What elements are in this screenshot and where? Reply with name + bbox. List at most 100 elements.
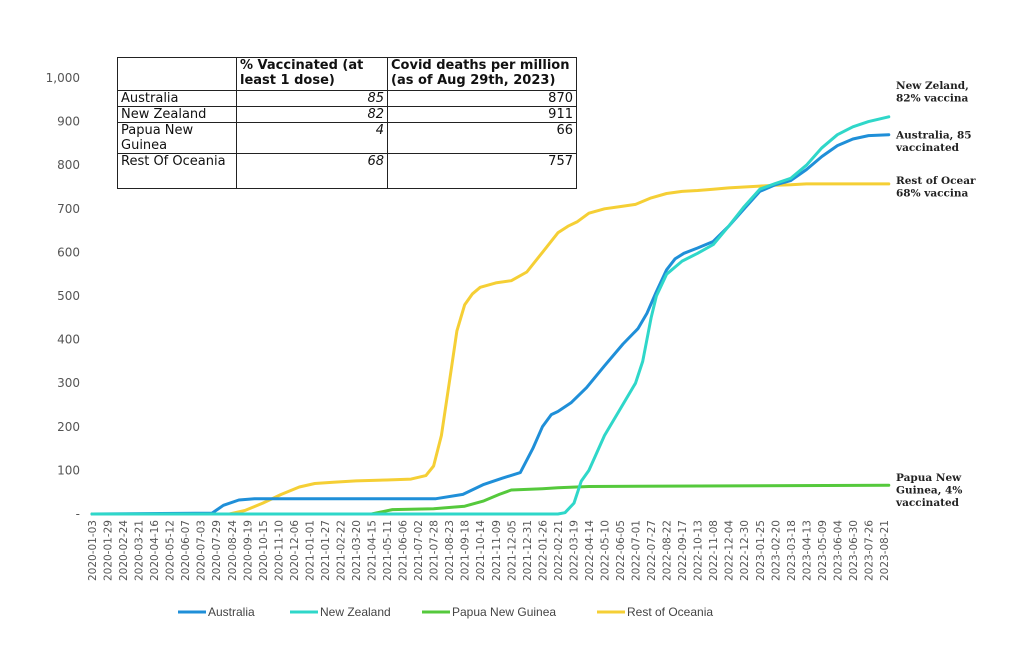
x-tick-label: 2021-08-23	[444, 520, 456, 581]
x-tick-label: 2022-10-13	[693, 520, 705, 581]
x-tick-label: 2020-06-07	[180, 520, 192, 581]
table-cell-deaths: 757	[387, 153, 577, 189]
end-label: Guinea, 4%	[896, 485, 962, 497]
table-header-row: % Vaccinated (at least 1 dose) Covid dea…	[117, 57, 577, 91]
legend-label: Papua New Guinea	[452, 605, 556, 619]
x-tick-label: 2021-10-14	[475, 520, 487, 581]
x-tick-label: 2020-07-29	[211, 520, 223, 581]
end-label: Rest of Ocear	[896, 175, 976, 187]
end-label: Papua New	[896, 472, 962, 484]
x-axis: 2020-01-03 2020-01-29 2020-02-24 2020-03-21…	[87, 520, 891, 581]
table-cell-vaccinated: 85	[236, 90, 388, 107]
table-cell-country: New Zealand	[117, 106, 237, 123]
table-header-cell: Covid deaths per million (as of Aug 29th…	[387, 57, 577, 91]
x-tick-label: 2023-04-13	[801, 520, 813, 581]
x-tick-label: 2022-12-04	[724, 520, 736, 581]
legend: Australia New Zealand Papua New Guinea Rest…	[178, 605, 713, 619]
y-tick-label: 600	[57, 245, 80, 259]
x-tick-label: 2021-12-05	[506, 520, 518, 581]
x-tick-label: 2023-08-21	[879, 520, 891, 581]
legend-label: Rest of Oceania	[627, 605, 713, 619]
x-tick-label: 2021-06-06	[398, 520, 410, 581]
table-header-cell: % Vaccinated (at least 1 dose)	[236, 57, 388, 91]
x-tick-label: 2020-11-10	[273, 520, 285, 581]
table-cell-deaths: 66	[387, 122, 577, 154]
legend-label: New Zealand	[320, 605, 391, 619]
x-tick-label: 2022-09-17	[677, 520, 689, 581]
stats-table: % Vaccinated (at least 1 dose) Covid dea…	[117, 57, 577, 189]
x-tick-label: 2022-02-21	[553, 520, 565, 581]
x-tick-label: 2023-07-26	[863, 520, 875, 581]
end-label: vaccinated	[895, 497, 960, 509]
x-tick-label: 2021-05-11	[382, 520, 394, 581]
x-tick-label: 2020-09-19	[242, 520, 254, 581]
x-tick-label: 2021-03-20	[351, 520, 363, 581]
x-tick-label: 2021-01-27	[320, 520, 332, 581]
table-cell-deaths: 870	[387, 90, 577, 107]
x-tick-label: 2023-01-25	[755, 520, 767, 581]
x-tick-label: 2020-05-12	[165, 520, 177, 581]
y-tick-label: 1,000	[46, 71, 80, 85]
table-row: Australia 85 870	[117, 90, 577, 107]
x-tick-label: 2020-08-24	[227, 520, 239, 581]
x-tick-label: 2021-02-22	[335, 520, 347, 581]
legend-label: Australia	[208, 605, 255, 619]
end-label: 82% vaccina	[896, 92, 969, 104]
y-tick-label: 900	[57, 115, 80, 129]
x-tick-label: 2020-01-29	[103, 520, 115, 581]
table-row: Rest Of Oceania 68 757	[117, 153, 577, 189]
x-tick-label: 2022-08-22	[662, 520, 674, 581]
x-tick-label: 2022-06-05	[615, 520, 627, 581]
table-cell-country: Australia	[117, 90, 237, 107]
end-label: vaccinated	[895, 142, 960, 154]
x-tick-label: 2022-01-26	[537, 520, 549, 581]
x-tick-label: 2022-07-01	[631, 520, 643, 581]
series-line-papua-new-guinea	[90, 483, 891, 516]
x-tick-label: 2021-09-18	[460, 520, 472, 581]
y-tick-label: 100	[57, 463, 80, 477]
x-tick-label: 2022-04-14	[584, 520, 596, 581]
x-tick-label: 2022-11-08	[708, 520, 720, 581]
table-row: New Zealand 82 911	[117, 106, 577, 123]
x-tick-label: 2021-12-31	[522, 520, 534, 581]
series-lines	[90, 115, 891, 516]
series-line-new-zealand	[90, 115, 891, 516]
x-tick-label: 2020-07-03	[196, 520, 208, 581]
x-tick-label: 2021-07-28	[429, 520, 441, 581]
table-cell-deaths: 911	[387, 106, 577, 123]
x-tick-label: 2020-01-03	[87, 520, 99, 581]
x-tick-label: 2021-04-15	[367, 520, 379, 581]
table-cell-vaccinated: 82	[236, 106, 388, 123]
x-tick-label: 2023-02-20	[770, 520, 782, 581]
y-tick-label: 400	[57, 333, 80, 347]
series-line-rest-of-oceania	[90, 182, 891, 516]
y-tick-label: 200	[57, 420, 80, 434]
table-cell-country: Papua New Guinea	[117, 122, 237, 154]
end-label: 68% vaccina	[896, 187, 969, 199]
x-tick-label: 2020-02-24	[118, 520, 130, 581]
y-tick-label: -	[76, 507, 80, 521]
table-header-cell	[117, 57, 237, 91]
x-tick-label: 2023-05-09	[817, 520, 829, 581]
y-tick-label: 300	[57, 376, 80, 390]
x-tick-label: 2022-05-10	[599, 520, 611, 581]
y-tick-label: 800	[57, 158, 80, 172]
table-cell-vaccinated: 4	[236, 122, 388, 154]
y-tick-label: 500	[57, 289, 80, 303]
x-tick-label: 2022-03-19	[568, 520, 580, 581]
x-tick-label: 2022-07-27	[646, 520, 658, 581]
x-tick-label: 2021-07-02	[413, 520, 425, 581]
table-row: Papua New Guinea 4 66	[117, 122, 577, 154]
x-tick-label: 2023-06-04	[832, 520, 844, 581]
series-line-australia	[90, 133, 891, 516]
x-tick-label: 2020-10-15	[258, 520, 270, 581]
x-tick-label: 2020-03-21	[134, 520, 146, 581]
y-axis: - 100 200 300 400 500 600 700 800 900 1,000	[46, 71, 80, 521]
y-tick-label: 700	[57, 202, 80, 216]
x-tick-label: 2020-04-16	[149, 520, 161, 581]
x-tick-label: 2023-03-18	[786, 520, 798, 581]
x-tick-label: 2022-12-30	[739, 520, 751, 581]
table-cell-country: Rest Of Oceania	[117, 153, 237, 189]
